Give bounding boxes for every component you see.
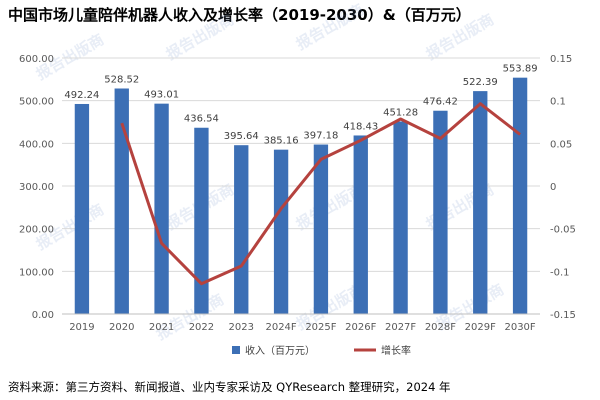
bar-value-label: 397.18 <box>303 131 338 142</box>
bar-value-label: 436.54 <box>184 114 219 125</box>
legend-label-growth: 增长率 <box>381 344 411 357</box>
x-axis-tick-label: 2026F <box>345 322 376 333</box>
bar-2019 <box>74 103 90 314</box>
left-axis-tick-label: 600.00 <box>19 54 54 65</box>
data-labels: 492.24 528.52 493.01 436.54 395.64 385.16 397.… <box>64 64 537 147</box>
left-axis-tick-label: 0.00 <box>32 310 54 321</box>
bar-value-label: 493.01 <box>144 90 179 101</box>
x-axis-tick-label: 2021 <box>149 322 174 333</box>
x-axis-tick-label: 2020 <box>109 322 134 333</box>
x-axis-tick-label: 2024F <box>265 322 296 333</box>
watermark-text: 报告出版商 <box>423 10 497 63</box>
bar-2025F <box>313 144 329 314</box>
bar-2029F <box>473 91 488 314</box>
left-axis-tick-label: 300.00 <box>19 182 54 193</box>
x-axis-tick-label: 2025F <box>305 322 336 333</box>
chart-title: 中国市场儿童陪伴机器人收入及增长率（2019-2030）&（百万元） <box>8 6 471 24</box>
left-axis-tick-label: 500.00 <box>19 97 54 108</box>
x-axis-tick-label: 2027F <box>385 322 416 333</box>
watermark-text: 报告出版商 <box>163 10 237 63</box>
axes: 0.00 100.00 200.00 300.00 400.00 500.00 600.00… <box>19 54 576 333</box>
bar-value-label: 522.39 <box>463 77 498 88</box>
bar-2021 <box>154 103 169 314</box>
bar-value-label: 476.42 <box>423 97 458 108</box>
bar-value-label: 385.16 <box>264 136 299 147</box>
legend-label-revenue: 收入（百万元） <box>245 344 315 357</box>
x-axis-tick-label: 2022 <box>189 322 214 333</box>
left-axis-tick-label: 200.00 <box>19 225 54 236</box>
x-axis-tick-label: 2019 <box>69 322 94 333</box>
growth-rate-line <box>120 102 522 286</box>
legend: 收入（百万元） 增长率 <box>232 344 411 357</box>
bar-2028F <box>433 110 448 314</box>
left-axis-tick-label: 400.00 <box>19 139 54 150</box>
bar-value-label: 492.24 <box>64 90 99 101</box>
right-axis-tick-label: 0.1 <box>550 97 566 108</box>
right-axis-tick-label: 0 <box>550 182 556 193</box>
line-series <box>120 102 522 286</box>
left-axis-tick-label: 100.00 <box>19 267 54 278</box>
bar-2024F <box>273 149 289 314</box>
x-axis-tick-label: 2030F <box>504 322 535 333</box>
bar-2027F <box>393 121 408 315</box>
right-axis-tick-label: 0.05 <box>550 139 572 150</box>
right-axis-tick-label: 0.15 <box>550 54 572 65</box>
bar-2023 <box>234 145 249 314</box>
bar-value-label: 395.64 <box>224 131 259 142</box>
bar-value-label: 418.43 <box>343 121 378 132</box>
bar-value-label: 553.89 <box>503 64 538 75</box>
bar-series <box>74 77 528 315</box>
bar-value-label: 451.28 <box>383 107 418 118</box>
source-note: 资料来源：第三方资料、新闻报道、业内专家采访及 QYResearch 整理研究，… <box>8 380 451 394</box>
x-axis-tick-label: 2028F <box>425 322 456 333</box>
right-axis-tick-label: -0.15 <box>550 310 576 321</box>
right-axis-tick-label: -0.1 <box>550 267 570 278</box>
legend-swatch-revenue <box>232 346 240 354</box>
bar-2020 <box>114 88 129 314</box>
bar-value-label: 528.52 <box>104 74 139 85</box>
x-axis-tick-label: 2023 <box>229 322 254 333</box>
watermark-text: 报告出版商 <box>293 0 367 53</box>
right-axis-tick-label: -0.05 <box>550 225 576 236</box>
x-axis-tick-label: 2029F <box>465 322 496 333</box>
bar-2030F <box>512 77 528 314</box>
bar-2022 <box>194 127 209 314</box>
bar-2026F <box>353 135 368 314</box>
